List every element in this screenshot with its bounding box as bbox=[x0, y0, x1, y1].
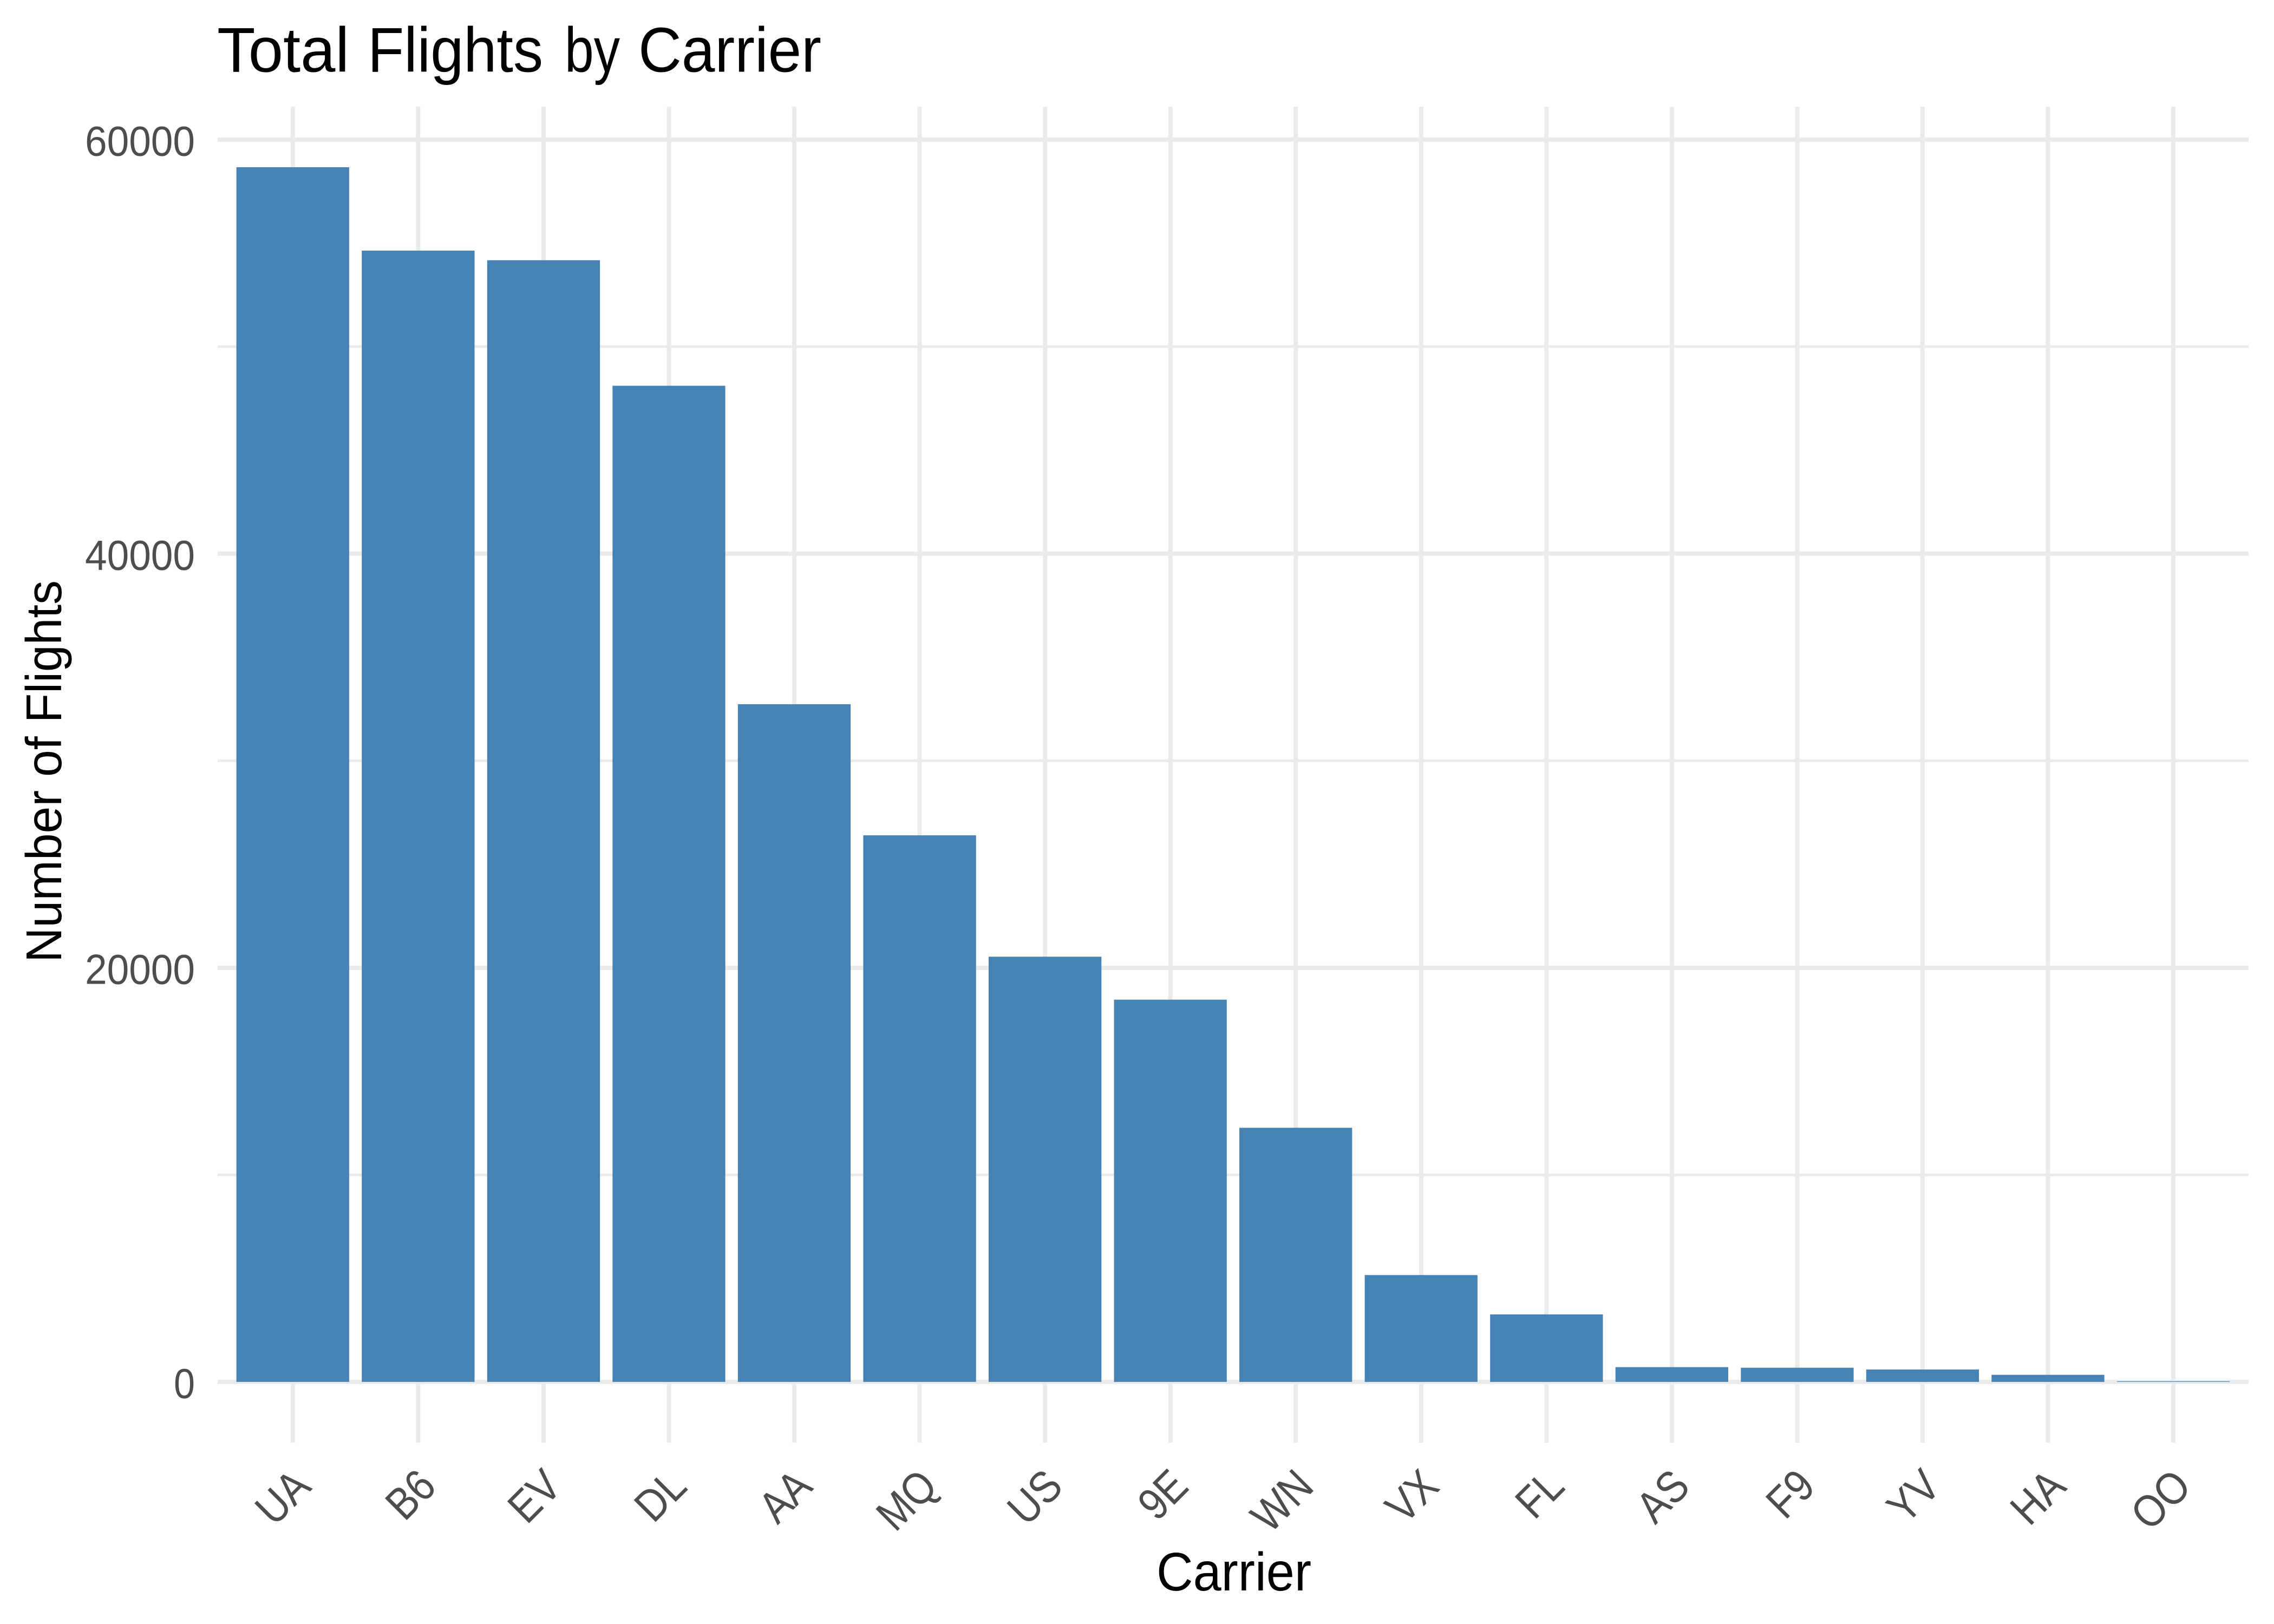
svg-text:by: by bbox=[565, 15, 620, 86]
svg-text:60000: 60000 bbox=[85, 117, 195, 165]
svg-text:Carrier: Carrier bbox=[638, 15, 821, 86]
svg-text:Total: Total bbox=[217, 15, 349, 86]
svg-text:0: 0 bbox=[174, 1359, 195, 1407]
svg-text:20000: 20000 bbox=[85, 945, 195, 993]
svg-text:Flights: Flights bbox=[368, 15, 543, 86]
svg-text:Carrier: Carrier bbox=[1156, 1542, 1311, 1602]
svg-text:40000: 40000 bbox=[85, 531, 195, 579]
svg-text:Number of Flights: Number of Flights bbox=[16, 580, 72, 962]
